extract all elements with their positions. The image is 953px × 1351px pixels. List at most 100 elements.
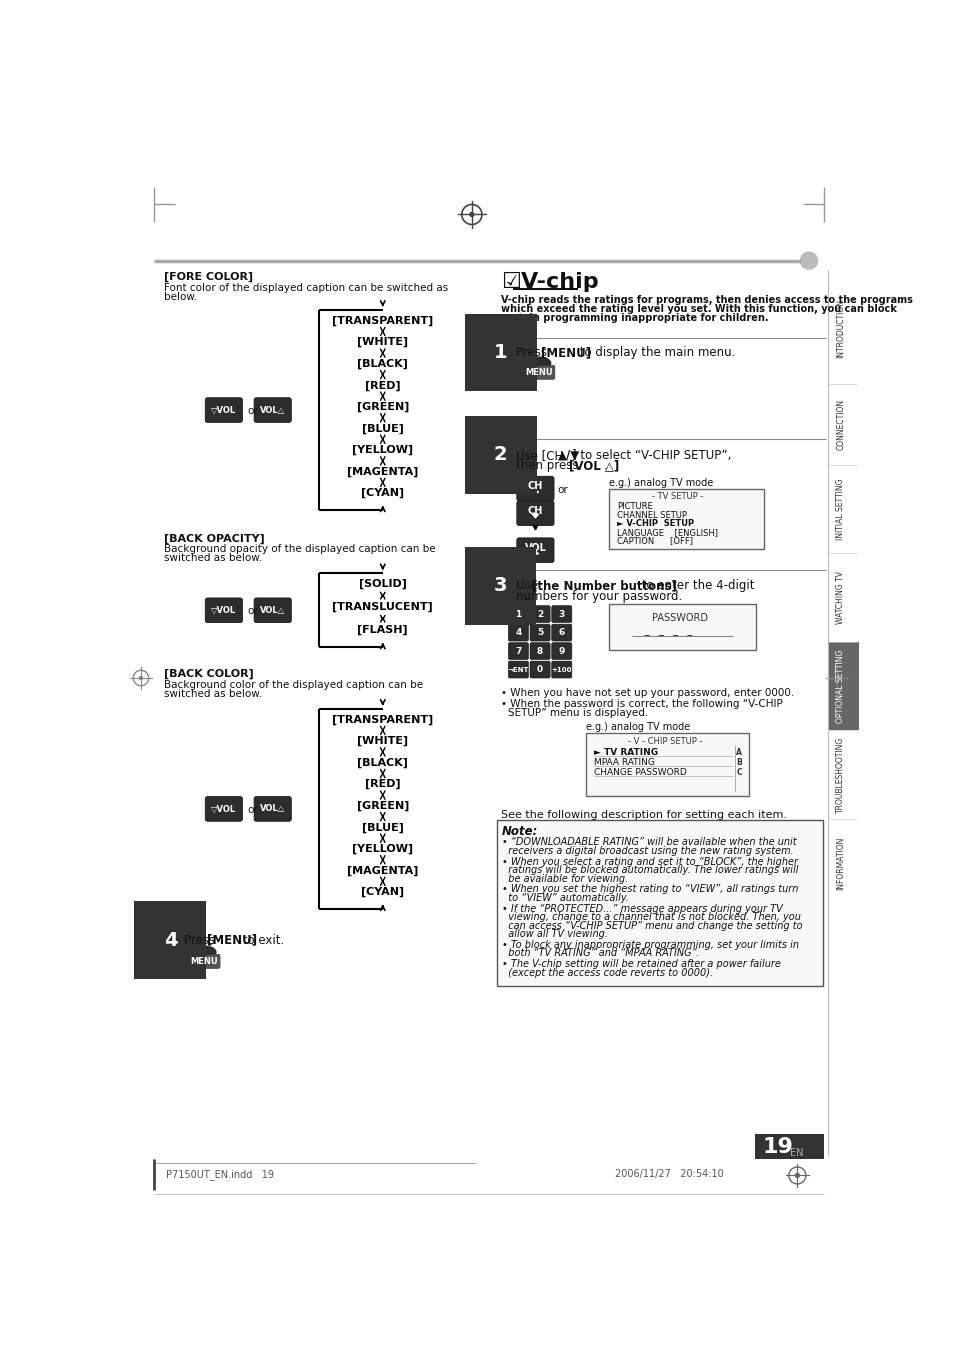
Text: INTRODUCTION: INTRODUCTION <box>836 299 844 358</box>
Text: e.g.) analog TV mode: e.g.) analog TV mode <box>585 721 689 732</box>
FancyBboxPatch shape <box>551 643 571 659</box>
Text: ratings will be blocked automatically. The lower ratings will: ratings will be blocked automatically. T… <box>501 865 798 875</box>
Text: switched as below.: switched as below. <box>164 554 262 563</box>
Text: be available for viewing.: be available for viewing. <box>501 874 628 884</box>
Text: Press: Press <box>183 934 218 947</box>
Text: • “DOWNLOADABLE RATING” will be available when the unit: • “DOWNLOADABLE RATING” will be availabl… <box>501 838 796 847</box>
Text: ▽VOL: ▽VOL <box>212 605 236 615</box>
Text: ▽VOL: ▽VOL <box>212 804 236 813</box>
Text: [VOL △]: [VOL △] <box>568 459 618 473</box>
Text: CONNECTION: CONNECTION <box>836 399 844 450</box>
Text: Font color of the displayed caption can be switched as: Font color of the displayed caption can … <box>164 282 448 293</box>
Text: 6: 6 <box>558 628 564 638</box>
Bar <box>828 642 858 731</box>
Text: [RED]: [RED] <box>365 780 400 789</box>
Text: MPAA RATING: MPAA RATING <box>593 758 654 767</box>
Text: B: B <box>736 758 741 767</box>
FancyBboxPatch shape <box>517 477 554 501</box>
Text: Background color of the displayed caption can be: Background color of the displayed captio… <box>164 680 423 689</box>
Bar <box>585 732 748 796</box>
Text: Use [CH: Use [CH <box>516 449 566 462</box>
Circle shape <box>138 676 143 681</box>
Text: to display the main menu.: to display the main menu. <box>576 346 735 359</box>
Text: [TRANSPARENT]: [TRANSPARENT] <box>332 316 433 326</box>
FancyBboxPatch shape <box>253 598 291 623</box>
Text: MENU: MENU <box>525 367 553 377</box>
FancyBboxPatch shape <box>189 954 220 969</box>
FancyBboxPatch shape <box>517 501 554 526</box>
Text: • When the password is correct, the following “V-CHIP: • When the password is correct, the foll… <box>500 698 781 709</box>
Text: • When you select a rating and set it to “BLOCK”, the higher: • When you select a rating and set it to… <box>501 857 798 866</box>
FancyBboxPatch shape <box>551 661 571 678</box>
Text: then press: then press <box>516 459 581 473</box>
Text: C: C <box>736 769 741 777</box>
Text: [WHITE]: [WHITE] <box>356 338 408 347</box>
Text: to enter the 4-digit: to enter the 4-digit <box>638 580 754 593</box>
Text: 1: 1 <box>494 343 507 362</box>
Text: 4: 4 <box>163 931 177 950</box>
FancyBboxPatch shape <box>508 605 528 623</box>
Text: 2006/11/27   20:54:10: 2006/11/27 20:54:10 <box>615 1169 723 1179</box>
Text: MENU: MENU <box>191 957 218 966</box>
Text: 2: 2 <box>494 446 507 465</box>
Polygon shape <box>532 513 537 517</box>
Text: INITIAL SETTING: INITIAL SETTING <box>836 478 844 540</box>
Text: [BACK OPACITY]: [BACK OPACITY] <box>164 534 265 543</box>
Text: [BLUE]: [BLUE] <box>361 423 403 434</box>
Text: SETUP” menu is displayed.: SETUP” menu is displayed. <box>508 708 648 717</box>
Text: VOL△: VOL△ <box>260 804 285 813</box>
Text: or: or <box>557 485 567 494</box>
Text: Background opacity of the displayed caption can be: Background opacity of the displayed capt… <box>164 544 436 554</box>
Text: [CYAN]: [CYAN] <box>361 888 404 897</box>
Text: both “TV RATING” and “MPAA RATING”.: both “TV RATING” and “MPAA RATING”. <box>501 948 700 958</box>
Text: [YELLOW]: [YELLOW] <box>352 444 413 455</box>
Text: ► TV RATING: ► TV RATING <box>593 748 657 757</box>
Text: [FLASH]: [FLASH] <box>357 626 408 635</box>
FancyBboxPatch shape <box>551 624 571 642</box>
Text: VOL△: VOL△ <box>260 405 285 415</box>
Text: - TV SETUP -: - TV SETUP - <box>651 493 702 501</box>
Text: [GREEN]: [GREEN] <box>356 801 409 811</box>
Bar <box>754 1133 823 1159</box>
Text: 2: 2 <box>537 609 542 619</box>
Text: ¬ENT: ¬ENT <box>507 666 529 673</box>
Text: [MENU]: [MENU] <box>207 934 256 947</box>
Text: 0: 0 <box>537 665 542 674</box>
Text: Use: Use <box>516 580 541 593</box>
Text: [BLUE]: [BLUE] <box>361 823 403 832</box>
Bar <box>608 604 756 650</box>
Text: below.: below. <box>164 292 197 303</box>
Text: to “VIEW” automatically.: to “VIEW” automatically. <box>501 893 628 902</box>
Text: [YELLOW]: [YELLOW] <box>352 844 413 854</box>
Text: 3: 3 <box>494 577 507 596</box>
Text: [RED]: [RED] <box>365 380 400 390</box>
Text: 4: 4 <box>515 628 521 638</box>
Text: OPTIONAL SETTING: OPTIONAL SETTING <box>836 650 844 723</box>
Text: WATCHING TV: WATCHING TV <box>836 571 844 624</box>
Text: [FORE COLOR]: [FORE COLOR] <box>164 273 253 282</box>
Text: VOL: VOL <box>524 543 546 553</box>
Text: ▲/▼: ▲/▼ <box>558 449 579 462</box>
FancyBboxPatch shape <box>508 624 528 642</box>
Bar <box>497 820 822 986</box>
Text: [TRANSLUCENT]: [TRANSLUCENT] <box>332 603 433 612</box>
Text: switched as below.: switched as below. <box>164 689 262 698</box>
Text: 9: 9 <box>558 647 564 655</box>
FancyBboxPatch shape <box>205 598 242 623</box>
Text: • If the “PROTECTED...” message appears during your TV: • If the “PROTECTED...” message appears … <box>501 904 782 913</box>
Text: Note:: Note: <box>501 825 537 838</box>
Text: TROUBLESHOOTING: TROUBLESHOOTING <box>836 736 844 813</box>
Text: which exceed the rating level you set. With this function, you can block: which exceed the rating level you set. W… <box>500 304 896 313</box>
Text: INFORMATION: INFORMATION <box>836 836 844 890</box>
Text: .: . <box>603 459 607 473</box>
FancyBboxPatch shape <box>508 661 528 678</box>
Polygon shape <box>532 551 537 554</box>
Text: can access “V-CHIP SETUP” menu and change the setting to: can access “V-CHIP SETUP” menu and chang… <box>501 920 801 931</box>
Ellipse shape <box>193 946 216 958</box>
Text: • When you have not set up your password, enter 0000.: • When you have not set up your password… <box>500 688 793 698</box>
Text: CHANGE PASSWORD: CHANGE PASSWORD <box>593 769 685 777</box>
Text: or: or <box>247 607 257 616</box>
Text: (except the access code reverts to 0000).: (except the access code reverts to 0000)… <box>501 967 713 978</box>
Text: • The V-chip setting will be retained after a power failure: • The V-chip setting will be retained af… <box>501 959 781 969</box>
Text: [the Number buttons]: [the Number buttons] <box>531 580 676 593</box>
